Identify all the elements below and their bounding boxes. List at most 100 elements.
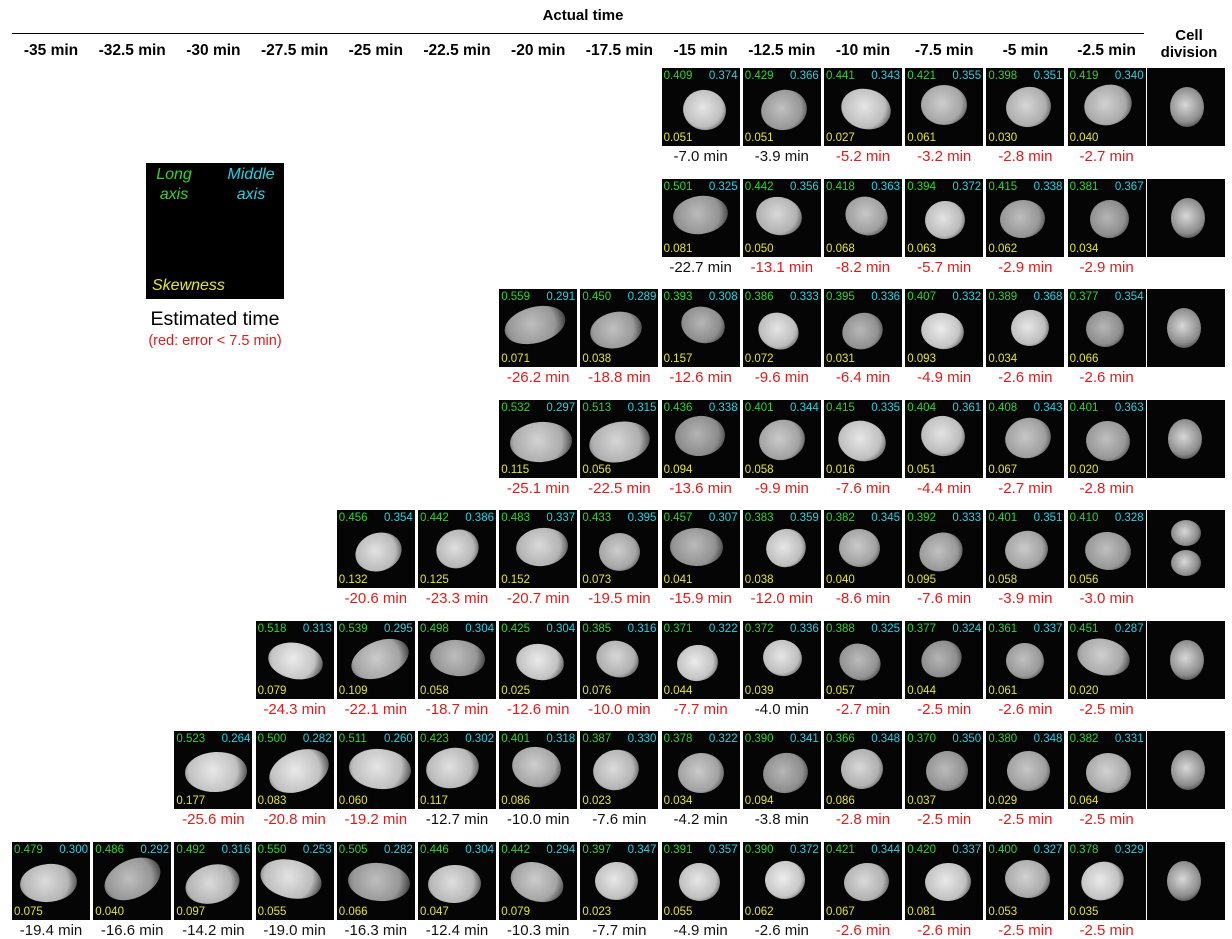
cell-image: 0.383 0.359 0.038	[742, 510, 821, 588]
middle-axis-value: 0.289	[627, 291, 657, 303]
middle-axis-value: 0.304	[546, 622, 576, 635]
cell-image: 0.390 0.341 0.094	[742, 731, 821, 809]
cell-nucleus	[262, 740, 334, 802]
long-axis-value: 0.442	[501, 843, 530, 856]
estimated-time-label: -15.9 min	[669, 590, 732, 607]
estimated-time-label: -22.1 min	[344, 700, 408, 718]
middle-axis-value: 0.316	[627, 622, 657, 635]
middle-axis-value: 0.357	[708, 843, 738, 856]
cell-image: 0.401 0.351 0.058	[986, 510, 1065, 588]
cell-image: 0.505 0.282 0.066	[336, 841, 415, 920]
estimated-time-label: -2.5 min	[998, 811, 1053, 828]
cell-nucleus	[427, 863, 481, 904]
skewness-value: 0.039	[744, 684, 774, 697]
dividing-nucleus	[1170, 87, 1204, 127]
middle-axis-value: 0.336	[790, 622, 819, 635]
middle-axis-value: 0.374	[708, 70, 738, 82]
estimated-time-label: -5.2 min	[835, 148, 891, 165]
middle-axis-value: 0.366	[790, 70, 819, 82]
cell-division-image	[1147, 178, 1225, 257]
long-axis-value: 0.479	[14, 843, 43, 856]
skewness-value: 0.063	[907, 242, 936, 255]
skewness-value: 0.030	[988, 132, 1018, 144]
long-axis-value: 0.378	[663, 733, 693, 745]
long-axis-value: 0.513	[582, 401, 612, 414]
middle-axis-value: 0.335	[871, 401, 900, 414]
estimated-time-label: -12.0 min	[750, 590, 814, 607]
estimated-time-label: -7.6 min	[835, 479, 891, 497]
long-axis-value: 0.441	[826, 70, 855, 82]
cell-division-label-line1: Cell	[1175, 27, 1203, 44]
cell-nucleus	[1002, 83, 1055, 131]
estimated-time-label: -9.6 min	[754, 369, 809, 386]
cell-nucleus	[924, 861, 972, 902]
cell-nucleus	[1003, 857, 1052, 900]
middle-axis-value: 0.300	[59, 843, 88, 856]
middle-axis-value: 0.338	[708, 401, 738, 414]
cell-image: 0.415 0.335 0.016	[824, 399, 902, 478]
cell-image: 0.408 0.343 0.067	[986, 399, 1065, 478]
cell-image: 0.421 0.355 0.061	[905, 68, 984, 146]
cell-image: 0.387 0.330 0.023	[580, 731, 659, 809]
skewness-value: 0.115	[501, 463, 530, 476]
skewness-value: 0.038	[744, 574, 774, 586]
cell-image: 0.511 0.260 0.060	[336, 731, 415, 809]
skewness-value: 0.132	[338, 574, 368, 586]
skewness-value: 0.020	[1069, 463, 1099, 476]
long-axis-value: 0.401	[1069, 401, 1099, 414]
cell-image: 0.550 0.253 0.055	[255, 841, 334, 920]
skewness-value: 0.055	[663, 905, 693, 918]
cell-image: 0.418 0.363 0.068	[824, 178, 902, 257]
cell-nucleus	[842, 859, 892, 904]
dividing-nucleus	[1171, 520, 1201, 546]
estimated-time-label: -4.4 min	[917, 479, 972, 497]
long-axis-value: 0.381	[1069, 180, 1099, 193]
cell-nucleus	[921, 85, 968, 125]
legend-skewness: Skewness	[152, 277, 225, 294]
cell-nucleus	[915, 633, 968, 684]
skewness-value: 0.040	[1069, 132, 1099, 144]
cell-image: 0.377 0.324 0.044	[905, 620, 984, 699]
skewness-value: 0.029	[988, 795, 1018, 807]
long-axis-value: 0.511	[338, 733, 367, 745]
skewness-value: 0.152	[501, 574, 530, 586]
cell-nucleus	[1006, 305, 1053, 351]
dividing-nucleus	[1171, 550, 1201, 576]
long-axis-value: 0.518	[257, 622, 287, 635]
cell-nucleus	[184, 750, 249, 794]
cell-nucleus	[837, 83, 895, 135]
cell-image: 0.381 0.367 0.034	[1067, 178, 1146, 257]
skewness-value: 0.050	[744, 242, 774, 255]
long-axis-value: 0.423	[420, 733, 449, 745]
estimated-time-label: -20.6 min	[344, 590, 408, 607]
cell-nucleus	[998, 197, 1047, 240]
middle-axis-value: 0.343	[871, 70, 900, 82]
long-axis-value: 0.392	[907, 512, 936, 524]
cell-image: 0.433 0.395 0.073	[580, 510, 659, 588]
cell-nucleus	[1083, 308, 1126, 350]
skewness-value: 0.066	[1069, 353, 1099, 365]
cell-nucleus	[670, 191, 731, 238]
cell-division-image	[1147, 731, 1225, 809]
skewness-value: 0.020	[1069, 684, 1099, 697]
middle-axis-value: 0.361	[952, 401, 982, 414]
estimated-time-label: -20.7 min	[506, 590, 570, 607]
long-axis-value: 0.401	[988, 512, 1018, 524]
dividing-nucleus	[1171, 197, 1205, 238]
cell-nucleus	[428, 637, 486, 678]
long-axis-value: 0.385	[582, 622, 612, 635]
cell-image: 0.386 0.333 0.072	[742, 289, 821, 367]
long-axis-value: 0.410	[1069, 512, 1099, 524]
estimated-time-label: -3.8 min	[754, 811, 809, 828]
estimated-time-label: -20.8 min	[263, 811, 326, 828]
skewness-value: 0.066	[338, 905, 368, 918]
cell-image: 0.389 0.368 0.034	[986, 289, 1065, 367]
long-axis-value: 0.446	[420, 843, 449, 856]
cell-image: 0.392 0.333 0.095	[905, 510, 984, 588]
estimated-time-label: -25.1 min	[506, 479, 570, 497]
cell-image: 0.423 0.302 0.117	[418, 731, 496, 809]
skewness-value: 0.025	[501, 684, 530, 697]
middle-axis-value: 0.354	[384, 512, 413, 524]
estimated-time-label: -22.7 min	[669, 258, 732, 276]
estimated-time-label: -26.2 min	[506, 369, 570, 386]
